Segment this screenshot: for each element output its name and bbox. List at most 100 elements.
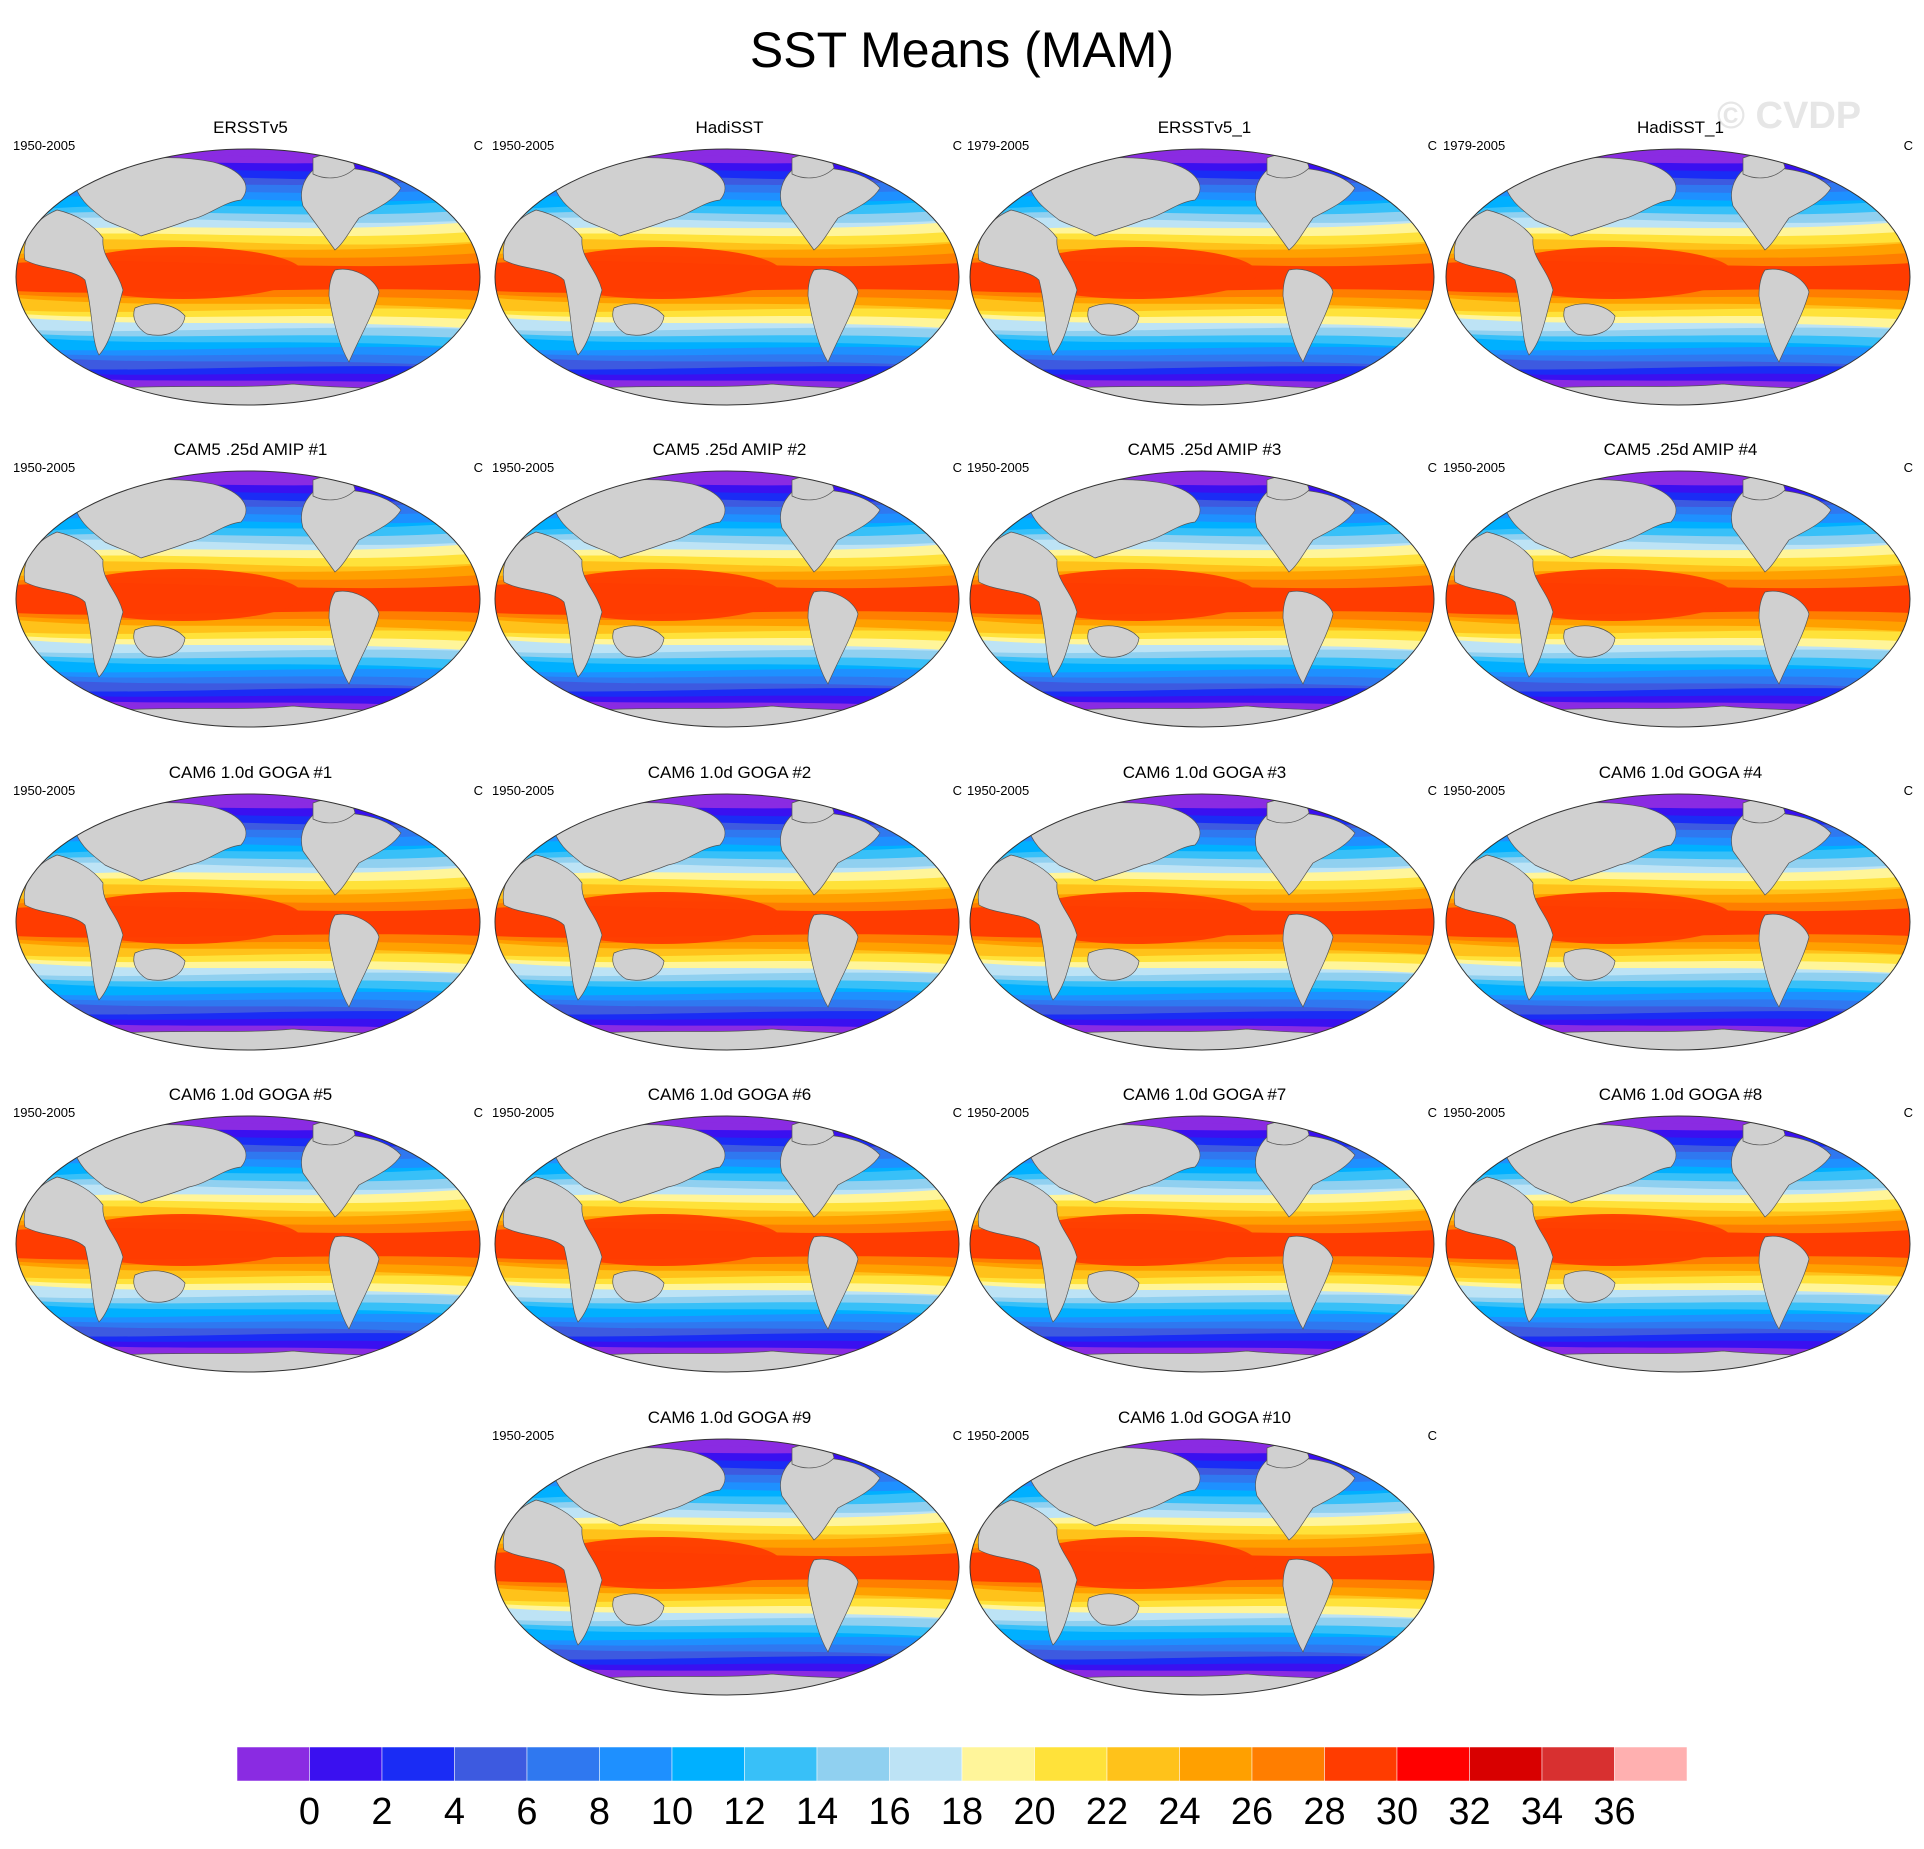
map-panel: ERSSTv5 1950-2005 C (13, 118, 488, 428)
colorbar-tick-label: 6 (516, 1791, 537, 1833)
panel-units: C (952, 138, 962, 153)
colorbar-tick-label: 16 (868, 1791, 910, 1833)
land-mass (52, 383, 454, 405)
colorbar-swatch (816, 1747, 890, 1782)
land-mass (531, 1673, 933, 1695)
colorbar-swatch (1469, 1747, 1543, 1782)
land-mass (1026, 1447, 1201, 1527)
land-mass (780, 812, 881, 896)
panel-years: 1950-2005 (492, 138, 555, 153)
colorbar-tick-label: 14 (796, 1791, 838, 1833)
panel-units: C (1427, 1105, 1437, 1120)
map-outline (494, 470, 960, 728)
land-mass (612, 303, 665, 336)
land-mass (502, 531, 603, 678)
sst-map (969, 470, 1435, 728)
map-panel: CAM6 1.0d GOGA #6 1950-2005 C (492, 1085, 967, 1395)
land-mass (328, 913, 380, 1008)
map-panel: CAM5 .25d AMIP #1 1950-2005 C (13, 440, 488, 750)
cvdp-watermark: © CVDP (1717, 95, 1862, 137)
sst-map (494, 1438, 960, 1696)
land-mass (301, 812, 402, 896)
sst-map (1445, 470, 1911, 728)
map-outline (494, 148, 960, 406)
panel-years: 1950-2005 (13, 460, 76, 475)
panel-title: HadiSST_1 (1637, 118, 1724, 137)
panel-years: 1950-2005 (13, 783, 76, 798)
land-mass (1731, 489, 1832, 573)
land-mass (72, 157, 247, 237)
panel-title: ERSSTv5_1 (1157, 118, 1252, 137)
land-mass (72, 479, 247, 559)
panel-units: C (1903, 460, 1913, 475)
colorbar-swatch (1106, 1747, 1180, 1782)
sst-map (15, 793, 481, 1051)
land-mass (551, 157, 726, 237)
map-outline (15, 148, 481, 406)
colorbar-tick-label: 22 (1086, 1791, 1128, 1833)
land-mass (1255, 489, 1356, 573)
panel-title: CAM6 1.0d GOGA #3 (1122, 763, 1287, 782)
map-outline (969, 470, 1435, 728)
map-panel: CAM6 1.0d GOGA #1 1950-2005 C (13, 763, 488, 1073)
land-mass (1453, 209, 1554, 356)
land-mass (1731, 1134, 1832, 1218)
land-mass (301, 1134, 402, 1218)
colorbar: 0 2 4 6 8 10 12 14 16 18 20 22 24 26 28 30 32 34 36 (237, 1747, 1687, 1833)
land-mass (531, 705, 933, 727)
land-mass (807, 1558, 859, 1653)
map-panel: CAM6 1.0d GOGA #9 1950-2005 C (492, 1408, 967, 1718)
land-mass (977, 854, 1078, 1001)
panel-title: CAM6 1.0d GOGA #5 (168, 1085, 333, 1104)
map-outline (15, 1115, 481, 1373)
land-mass (1026, 1124, 1201, 1204)
colorbar-swatch (1324, 1747, 1398, 1782)
land-mass (1758, 590, 1810, 685)
land-mass (1255, 1457, 1356, 1541)
map-panel: HadiSST_1 1979-2005 C (1443, 118, 1918, 428)
panel-years: 1950-2005 (13, 138, 76, 153)
land-mass (1255, 812, 1356, 896)
colorbar-swatch (961, 1747, 1035, 1782)
land-mass (1453, 1176, 1554, 1323)
land-mass (301, 167, 402, 251)
colorbar-tick-label: 20 (1013, 1791, 1055, 1833)
land-mass (301, 489, 402, 573)
land-mass (531, 1350, 933, 1372)
panel-title: CAM6 1.0d GOGA #9 (647, 1408, 812, 1427)
map-outline (969, 1115, 1435, 1373)
land-mass (502, 1176, 603, 1323)
land-mass (1563, 303, 1616, 336)
land-mass (133, 303, 186, 336)
map-outline (15, 470, 481, 728)
panel-years: 1950-2005 (13, 1105, 76, 1120)
land-mass (807, 913, 859, 1008)
sst-map (969, 148, 1435, 406)
map-panel: HadiSST 1950-2005 C (492, 118, 967, 428)
land-mass (133, 948, 186, 981)
colorbar-swatch (1541, 1747, 1615, 1782)
sst-map (494, 793, 960, 1051)
land-mass (1482, 1028, 1884, 1050)
land-mass (72, 802, 247, 882)
panel-years: 1950-2005 (967, 1428, 1030, 1443)
land-mass (1502, 479, 1677, 559)
land-mass (807, 268, 859, 363)
colorbar-tick-label: 8 (589, 1791, 610, 1833)
colorbar-swatch (599, 1747, 673, 1782)
land-mass (1482, 705, 1884, 727)
map-outline (494, 1115, 960, 1373)
land-mass (133, 1270, 186, 1303)
land-mass (1563, 948, 1616, 981)
panel-years: 1950-2005 (967, 783, 1030, 798)
land-mass (551, 1124, 726, 1204)
land-mass (502, 209, 603, 356)
map-panel: CAM6 1.0d GOGA #5 1950-2005 C (13, 1085, 488, 1395)
panel-units: C (952, 460, 962, 475)
land-mass (551, 802, 726, 882)
land-mass (977, 209, 1078, 356)
colorbar-swatch (1614, 1747, 1687, 1782)
map-outline (494, 1438, 960, 1696)
land-mass (133, 625, 186, 658)
sst-map (969, 1115, 1435, 1373)
